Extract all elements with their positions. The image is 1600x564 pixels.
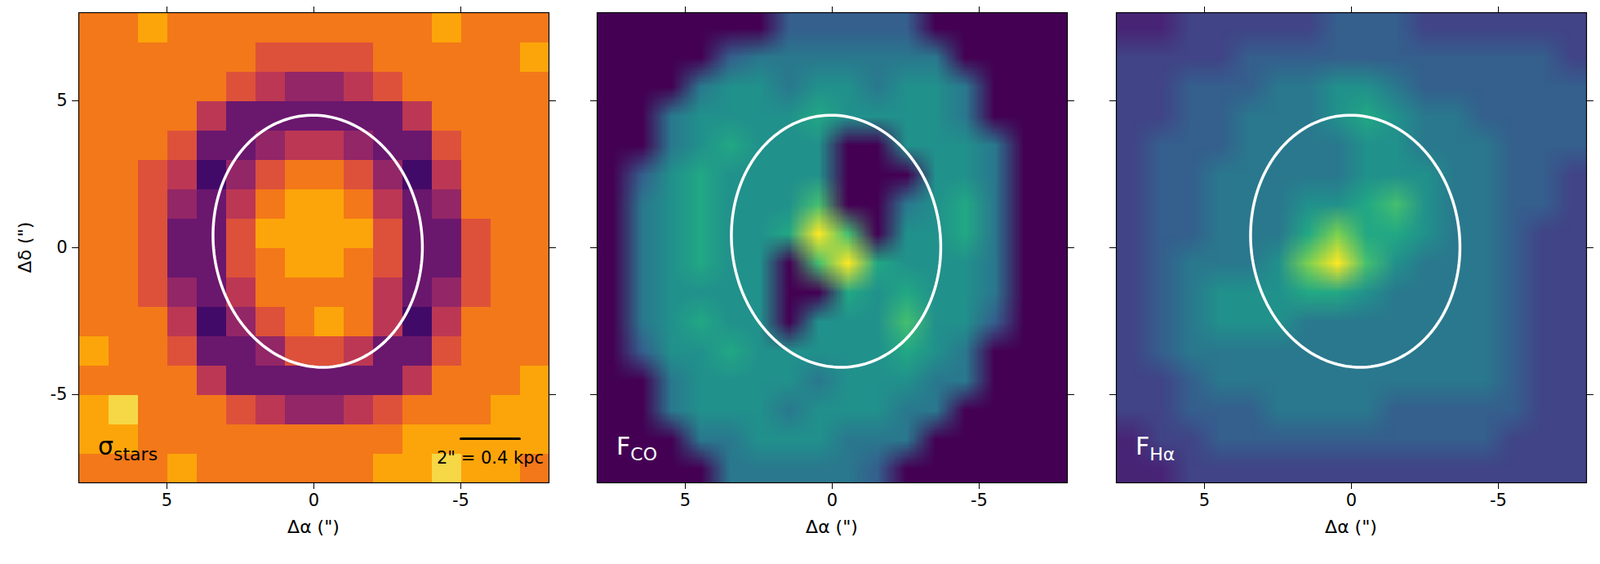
svg-text:0: 0 [56, 237, 67, 258]
svg-text:2" = 0.4 kpc: 2" = 0.4 kpc [436, 448, 544, 468]
svg-text:5: 5 [680, 490, 691, 511]
html-text:Δα ("): Δα (") [287, 516, 340, 538]
svg-text:5: 5 [161, 490, 173, 511]
svg-text:-5: -5 [452, 490, 470, 511]
svg-text:-5: -5 [970, 490, 988, 511]
svg-text:0: 0 [1346, 490, 1357, 511]
svg-text:0: 0 [826, 490, 838, 511]
html-text:Δα ("): Δα (") [1324, 516, 1378, 538]
html-text:Δα ("): Δα (") [805, 516, 858, 538]
html-text:Δδ ("): Δδ (") [14, 221, 35, 273]
svg-text:0: 0 [308, 490, 320, 511]
svg-text:-5: -5 [1489, 490, 1507, 511]
html-text:FHα: FHα [1135, 431, 1175, 465]
svg-text:5: 5 [1199, 490, 1210, 511]
html-text:σstars: σstars [97, 431, 158, 465]
svg-text:5: 5 [56, 90, 67, 111]
svg-text:-5: -5 [50, 384, 68, 405]
html-text:FCO: FCO [616, 431, 658, 465]
